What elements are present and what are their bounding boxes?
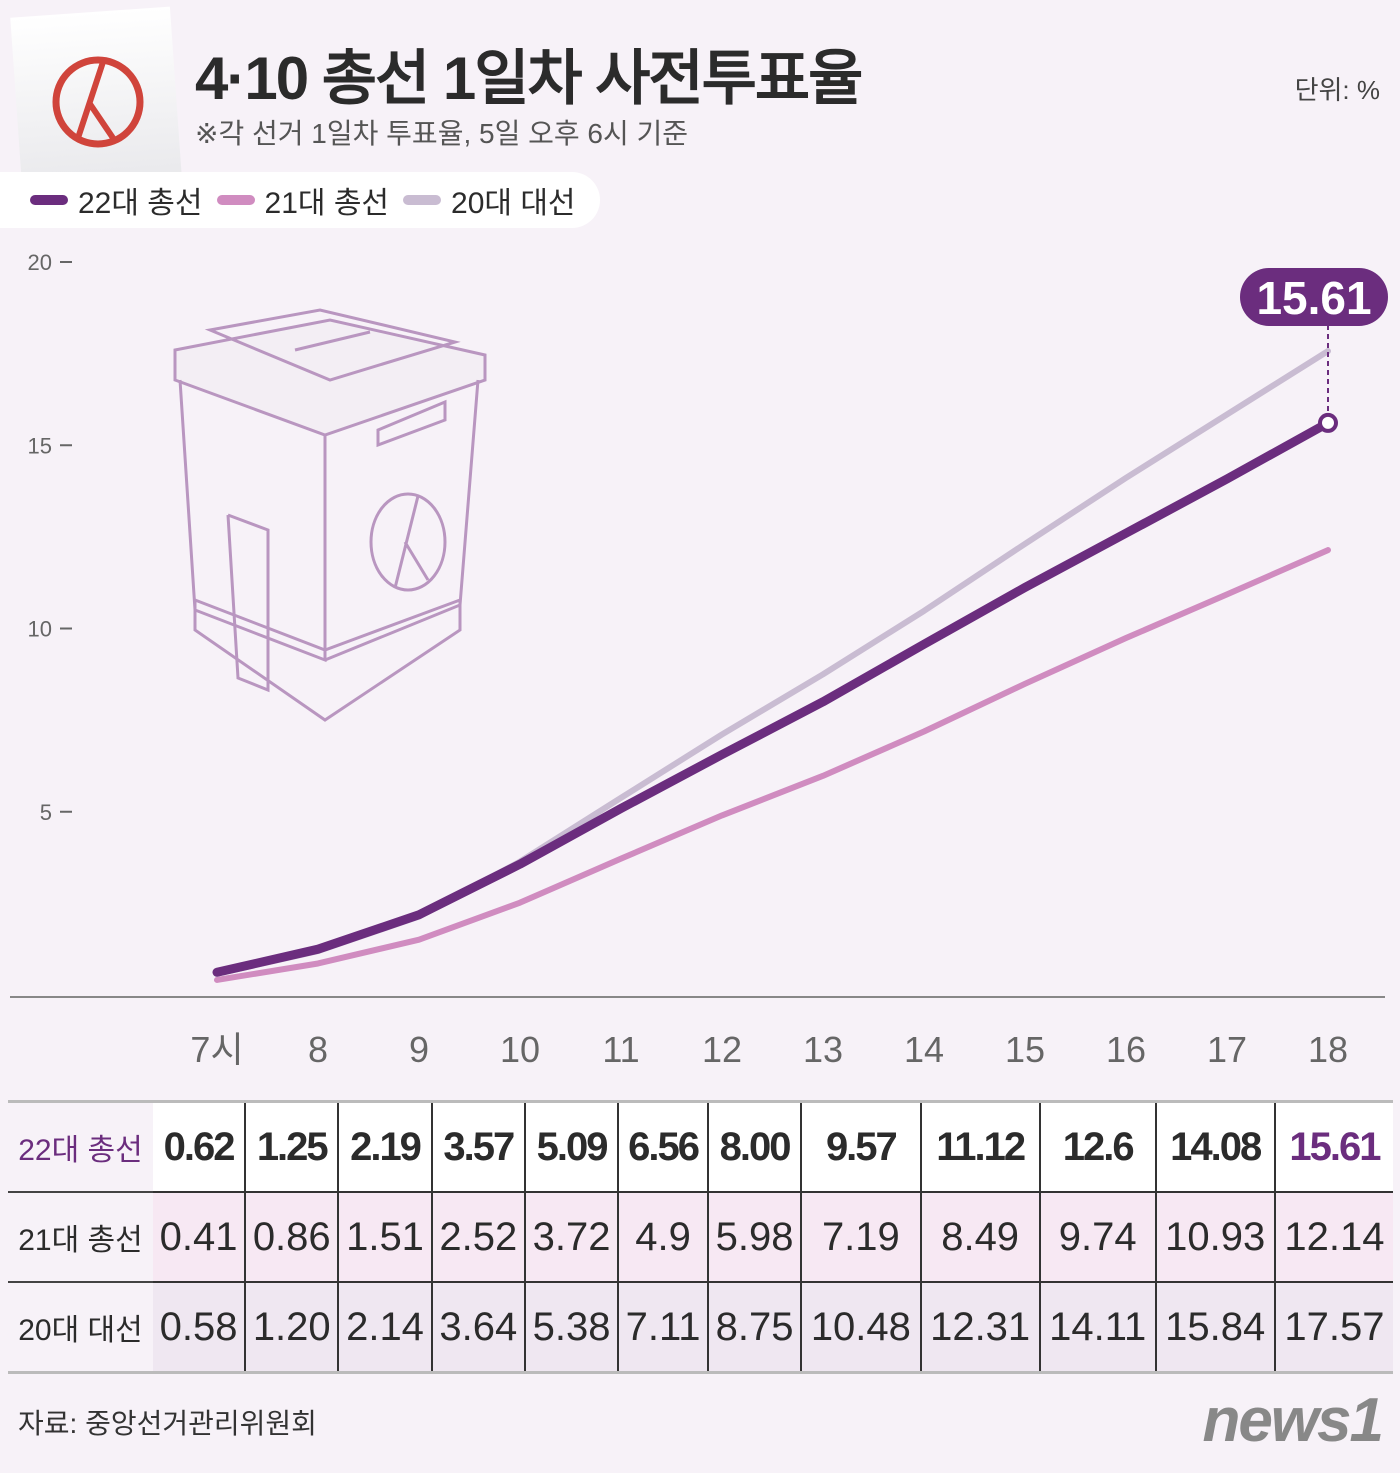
table-row: 22대 총선 0.62 1.25 2.19 3.57 5.09 6.56 8.00 9.57 11… (8, 1100, 1393, 1192)
x-tick-label: 13 (803, 1029, 843, 1070)
table-cell: 1.20 (244, 1281, 339, 1374)
table-cell: 8.75 (706, 1281, 802, 1374)
legend-item-21: 21대 총선 (216, 178, 390, 222)
subtitle: ※각 선거 1일차 투표율, 5일 오후 6시 기준 (195, 118, 689, 149)
table-cell: 8.00 (706, 1100, 802, 1192)
x-tick-label: 16 (1106, 1029, 1146, 1070)
ballot-box-illustration (173, 308, 487, 722)
series-line-0 (212, 418, 1333, 977)
legend-item-20: 20대 대선 (403, 178, 576, 222)
legend-swatch (403, 195, 442, 205)
table-cell: 15.84 (1154, 1281, 1275, 1374)
table-cell: 14.11 (1038, 1281, 1156, 1374)
table-cell: 7.19 (800, 1191, 921, 1282)
table-cell: 12.31 (919, 1281, 1040, 1374)
x-tick-label: 15 (1005, 1029, 1045, 1070)
legend-swatch (30, 195, 68, 205)
table-cell: 11.12 (919, 1100, 1040, 1192)
y-tick-label: 10 (28, 617, 52, 642)
table-cell: 0.62 (153, 1100, 246, 1192)
table-cell: 0.86 (244, 1191, 339, 1282)
x-tick-label: 8 (308, 1029, 328, 1070)
y-tick-label: 20 (28, 250, 52, 275)
table-cell: 9.74 (1038, 1191, 1156, 1282)
table-cell: 3.64 (430, 1281, 525, 1374)
x-tick-label: 11 (602, 1029, 639, 1070)
table-cell: 15.61 (1273, 1100, 1393, 1192)
table-cell: 6.56 (617, 1100, 708, 1192)
legend-swatch (216, 195, 255, 205)
legend: 22대 총선 21대 총선 20대 대선 (0, 172, 600, 228)
row-label: 20대 대선 (8, 1281, 153, 1374)
data-table: 22대 총선 0.62 1.25 2.19 3.57 5.09 6.56 8.00 9.57 11… (8, 1100, 1393, 1374)
news1-logo: news1 (1202, 1386, 1384, 1455)
x-tick-label: 9 (409, 1029, 429, 1070)
table-row: 20대 대선 0.58 1.20 2.14 3.64 5.38 7.11 8.75 10.48 1… (8, 1281, 1393, 1374)
annotation-value: 15.61 (1256, 272, 1371, 324)
x-tick-label: 7시 (190, 1029, 243, 1070)
page-title: 4·10 총선 1일차 사전투표율 (195, 45, 863, 112)
table-cell: 10.93 (1154, 1191, 1275, 1282)
table-cell: 2.52 (430, 1191, 525, 1282)
table-cell: 14.08 (1154, 1100, 1275, 1192)
x-tick-label: 17 (1207, 1029, 1247, 1070)
table-cell: 12.14 (1273, 1191, 1393, 1282)
unit-label: 단위: % (1294, 75, 1380, 105)
last-point-marker (1318, 412, 1338, 433)
table-cell: 17.57 (1273, 1281, 1393, 1374)
table-cell: 3.72 (523, 1191, 619, 1282)
row-label: 21대 총선 (8, 1191, 153, 1282)
legend-item-22: 22대 총선 (30, 178, 203, 222)
table-cell: 3.57 (430, 1100, 525, 1192)
table-cell: 2.14 (337, 1281, 432, 1374)
legend-label: 22대 총선 (78, 187, 203, 220)
series-line-1 (214, 547, 1331, 983)
table-cell: 10.48 (800, 1281, 921, 1374)
table-cell: 5.09 (523, 1100, 619, 1192)
table-cell: 1.51 (337, 1191, 432, 1282)
x-tick-label: 10 (500, 1029, 540, 1070)
x-tick-label: 14 (904, 1029, 944, 1070)
table-cell: 7.11 (617, 1281, 708, 1374)
y-tick-label: 15 (28, 433, 52, 458)
table-cell: 12.6 (1038, 1100, 1156, 1192)
table-cell: 5.98 (706, 1191, 802, 1282)
x-tick-label: 18 (1308, 1029, 1348, 1070)
table-cell: 4.9 (617, 1191, 708, 1282)
table-cell: 5.38 (523, 1281, 619, 1374)
x-tick-label: 12 (702, 1029, 742, 1070)
table-cell: 0.58 (153, 1281, 246, 1374)
table-cell: 8.49 (919, 1191, 1040, 1282)
source-note: 자료: 중앙선거관리위원회 (18, 1408, 317, 1439)
table-cell: 2.19 (337, 1100, 432, 1192)
legend-label: 20대 대선 (451, 187, 576, 220)
line-chart: 20 15 10 5 7시 8 9 10 11 12 13 14 15 16 17 18 15.61 (10, 250, 1388, 1070)
annotation-badge (1240, 268, 1388, 326)
y-tick-label: 5 (40, 800, 52, 825)
table-cell: 1.25 (244, 1100, 339, 1192)
legend-label: 21대 총선 (264, 187, 390, 220)
table-row: 21대 총선 0.41 0.86 1.51 2.52 3.72 4.9 5.98 7.19 8.4… (8, 1191, 1393, 1282)
table-cell: 0.41 (153, 1191, 246, 1282)
table-cell: 9.57 (800, 1100, 921, 1192)
row-label: 22대 총선 (8, 1100, 153, 1192)
ballot-stamp-icon (52, 56, 144, 148)
